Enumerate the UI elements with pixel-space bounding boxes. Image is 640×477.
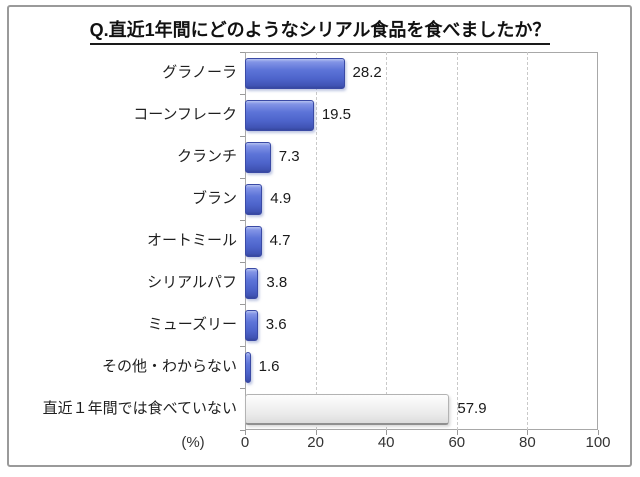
bar <box>245 141 271 173</box>
bar-value-label: 1.6 <box>258 358 280 375</box>
y-axis-tick <box>240 430 245 431</box>
gridline <box>386 52 388 430</box>
bar-value-label: 3.8 <box>266 274 288 291</box>
category-label: オートミール <box>146 232 237 249</box>
bar <box>245 309 258 341</box>
bar <box>245 225 262 257</box>
gridline <box>315 52 317 430</box>
category-label: その他・わからない <box>101 358 237 375</box>
category-label: ミューズリー <box>147 316 237 333</box>
category-label: ブラン <box>191 190 237 207</box>
x-axis-tick-label: 0 <box>240 434 250 451</box>
x-axis-tick <box>527 430 529 435</box>
x-axis-tick <box>456 430 458 435</box>
y-axis-tick <box>240 52 245 53</box>
bar-value-label: 3.6 <box>265 316 287 333</box>
category-label: クランチ <box>176 148 237 165</box>
gridline <box>456 52 458 430</box>
bar-value-label: 4.9 <box>270 190 292 207</box>
chart-title-row: Q.直近1年間にどのようなシリアル食品を食べましたか？ <box>0 16 640 45</box>
x-axis-tick-label: 40 <box>377 434 395 451</box>
x-axis-tick <box>598 430 599 435</box>
bar-value-label: 57.9 <box>457 400 487 417</box>
chart-title: Q.直近1年間にどのようなシリアル食品を食べましたか？ <box>89 16 551 45</box>
category-label: 直近１年間では食べていない <box>42 400 237 417</box>
x-axis-tick <box>245 430 246 435</box>
bar <box>245 351 251 383</box>
bar-value-label: 28.2 <box>352 64 382 81</box>
y-axis-tick <box>240 304 245 305</box>
bar <box>245 57 345 89</box>
bar <box>245 183 263 215</box>
x-axis-tick <box>386 430 388 435</box>
y-axis-tick <box>240 262 245 263</box>
x-axis-tick-label: 100 <box>585 434 611 451</box>
bar <box>245 267 259 299</box>
x-axis-tick-label: 60 <box>448 434 466 451</box>
bar <box>245 99 314 131</box>
y-axis-tick <box>240 220 245 221</box>
category-label: シリアルパフ <box>147 274 237 291</box>
y-axis-tick <box>240 178 245 179</box>
y-axis-tick <box>240 388 245 389</box>
x-axis-tick <box>315 430 317 435</box>
x-axis-unit-label: (%) <box>181 434 205 451</box>
x-axis-tick-label: 80 <box>519 434 536 451</box>
bar-value-label: 4.7 <box>269 232 291 249</box>
category-label: コーンフレーク <box>133 106 237 123</box>
x-axis-tick-label: 20 <box>307 434 324 451</box>
bar-value-label: 7.3 <box>278 148 300 165</box>
gridline <box>527 52 529 430</box>
y-axis-tick <box>240 136 245 137</box>
category-label: グラノーラ <box>162 64 237 81</box>
bar-value-label: 19.5 <box>321 106 352 123</box>
y-axis-tick <box>240 346 245 347</box>
bar <box>245 393 450 425</box>
y-axis-tick <box>240 94 245 95</box>
